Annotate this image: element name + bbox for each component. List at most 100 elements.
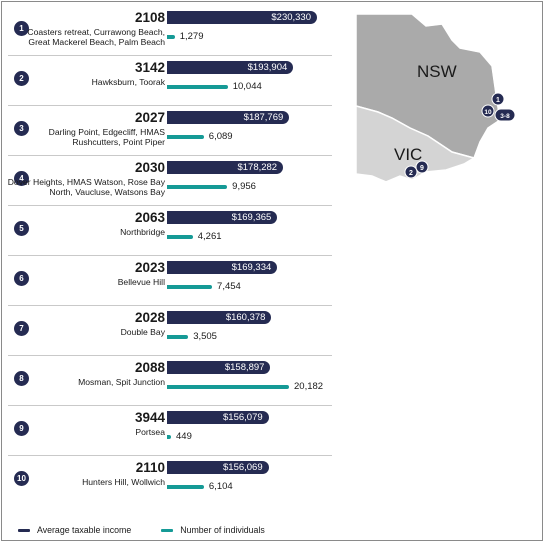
income-bar: $169,334: [167, 261, 278, 274]
individuals-value-label: 3,505: [193, 331, 217, 342]
postcode-label: 2030: [134, 160, 165, 175]
vic-region: [356, 105, 476, 183]
income-value-label: $193,904: [247, 62, 288, 73]
table-row: 5 2063 Northbridge $169,365 4,261: [8, 206, 332, 256]
postcode-label: 2028: [134, 310, 165, 325]
map-marker-10: 10: [481, 104, 495, 118]
rank-badge: 5: [14, 221, 29, 236]
vic-label: VIC: [394, 145, 422, 164]
table-row: 8 2088 Mosman, Spit Junction $158,897 20,182: [8, 356, 332, 406]
rank-badge: 4: [14, 171, 29, 186]
legend-item-income: Average taxable income: [18, 525, 131, 535]
income-value-label: $178,282: [237, 162, 278, 173]
postcode-label: 2088: [134, 360, 165, 375]
table-row: 9 3944 Portsea $156,079 449: [8, 406, 332, 456]
legend: Average taxable income Number of individ…: [18, 525, 295, 535]
map-marker-3-8: 3-8: [494, 108, 516, 122]
table-row: 3 2027 Darling Point, Edgecliff, HMAS Rush…: [8, 106, 332, 156]
individuals-value-label: 449: [176, 431, 192, 442]
individuals-value-label: 10,044: [232, 81, 262, 92]
table-row: 1 2108 Coasters retreat, Currawong Beach, …: [8, 6, 332, 56]
individuals-bar: [167, 135, 204, 139]
rank-badge: 6: [14, 271, 29, 286]
income-value-label: $230,330: [271, 12, 311, 23]
postcode-label: 3142: [134, 60, 165, 75]
individuals-bar: [167, 235, 193, 239]
individuals-value-label: 9,956: [232, 181, 256, 192]
table-row: 6 2023 Bellevue Hill $169,334 7,454: [8, 256, 332, 306]
suburb-names: Mosman, Spit Junction: [78, 377, 165, 387]
postcode-label: 2110: [135, 460, 165, 475]
map-marker-2: 2: [404, 165, 418, 179]
table-row: 2 3142 Hawksburn, Toorak $193,904 10,044: [8, 56, 332, 106]
rank-badge: 2: [14, 71, 29, 86]
income-value-label: $169,365: [231, 212, 272, 223]
nsw-label: NSW: [417, 62, 457, 81]
postcode-label: 2023: [134, 260, 165, 275]
individuals-value-label: 6,104: [208, 481, 233, 492]
rank-badge: 3: [14, 121, 29, 136]
rank-badge: 1: [14, 21, 29, 36]
map-marker-9: 9: [415, 160, 429, 174]
suburb-names: Double Bay: [120, 327, 165, 337]
individuals-value-label: 20,182: [294, 381, 324, 392]
income-bar: $160,378: [167, 311, 272, 324]
income-bar: $187,769: [167, 111, 290, 124]
income-bar: $230,330: [167, 11, 317, 24]
postcode-label: 3944: [134, 410, 165, 425]
income-value-label: $156,079: [223, 412, 263, 423]
individuals-bar: [167, 435, 171, 439]
rank-badge: 9: [14, 421, 29, 436]
legend-swatch-individuals: [161, 528, 174, 532]
individuals-value-label: 1,279: [179, 31, 204, 42]
suburb-names: Coasters retreat, Currawong Beach, Great…: [27, 27, 165, 48]
income-bar: $178,282: [167, 161, 284, 174]
coastline: [411, 13, 501, 159]
individuals-value-label: 4,261: [197, 231, 222, 242]
individuals-value-label: 6,089: [208, 131, 233, 142]
map-marker-10-label: 10: [484, 109, 492, 116]
income-value-label: $158,897: [224, 362, 265, 373]
map-marker-3-8-label: 3-8: [500, 113, 510, 120]
ranking-list: 1 2108 Coasters retreat, Currawong Beach, …: [8, 6, 332, 506]
suburb-names: Hunters Hill, Wollwich: [82, 477, 165, 487]
rank-badge: 8: [14, 371, 29, 386]
suburb-names: Portsea: [135, 427, 165, 437]
table-row: 7 2028 Double Bay $160,378 3,505: [8, 306, 332, 356]
income-value-label: $156,069: [223, 462, 263, 473]
map-marker-9-label: 9: [420, 165, 424, 172]
suburb-names: Northbridge: [120, 227, 165, 237]
income-bar: $156,069: [167, 461, 269, 474]
individuals-bar: [167, 85, 228, 89]
suburb-names: Dover Heights, HMAS Watson, Rose Bay Nor…: [7, 177, 165, 198]
suburb-names: Hawksburn, Toorak: [91, 77, 165, 87]
income-value-label: $169,334: [231, 262, 272, 273]
individuals-bar: [167, 485, 204, 489]
postcode-label: 2063: [134, 210, 165, 225]
individuals-bar: [167, 35, 175, 39]
map-marker-1-label: 1: [496, 97, 500, 104]
legend-swatch-income: [18, 528, 30, 532]
individuals-bar: [167, 185, 228, 189]
suburb-names: Darling Point, Edgecliff, HMAS Rushcutte…: [48, 127, 165, 148]
income-bar: $158,897: [167, 361, 271, 374]
suburb-names: Bellevue Hill: [117, 277, 165, 287]
legend-label-income: Average taxable income: [37, 525, 132, 535]
income-bar: $169,365: [167, 211, 278, 224]
map-marker-2-label: 2: [409, 170, 413, 177]
individuals-bar: [167, 385, 289, 389]
map-marker-1: 1: [491, 92, 505, 106]
table-row: 10 2110 Hunters Hill, Wollwich $156,069 6,10…: [8, 456, 332, 506]
rank-badge: 7: [14, 321, 29, 336]
individuals-bar: [167, 335, 189, 339]
legend-item-individuals: Number of individuals: [161, 525, 265, 535]
income-value-label: $160,378: [225, 312, 266, 323]
income-bar: $156,079: [167, 411, 269, 424]
state-map: NSW VIC 1 10 3-8 2 9: [356, 12, 542, 197]
income-bar: $193,904: [167, 61, 294, 74]
table-row: 4 2030 Dover Heights, HMAS Watson, Rose Ba…: [8, 156, 332, 206]
income-value-label: $187,769: [243, 112, 284, 123]
legend-label-individuals: Number of individuals: [180, 525, 265, 535]
individuals-value-label: 7,454: [217, 281, 241, 292]
